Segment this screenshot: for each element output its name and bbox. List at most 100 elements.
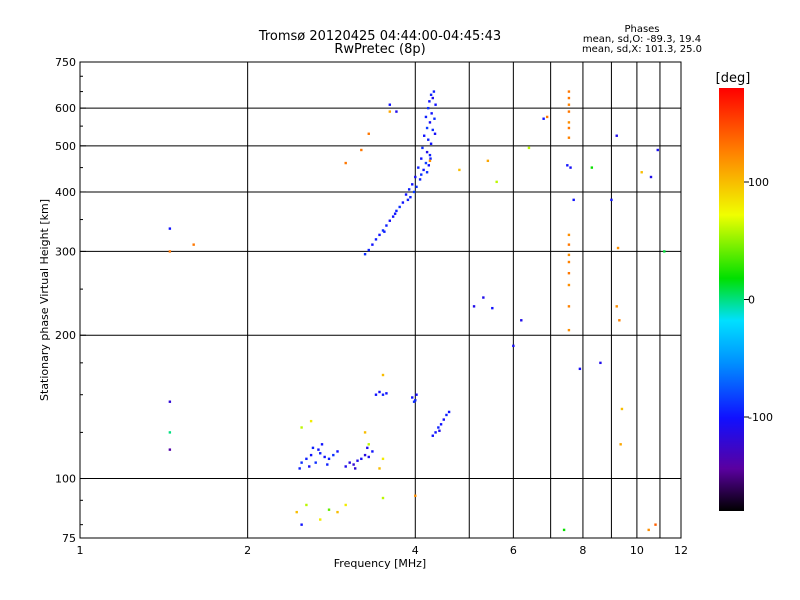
x-axis-ticks: 1 2 4 6 8 10 12 [77, 544, 689, 557]
data-point [305, 503, 308, 507]
y-tick-label: 600 [55, 102, 76, 115]
data-point [432, 90, 436, 93]
data-point [567, 283, 571, 287]
data-point [374, 393, 378, 396]
data-point [344, 503, 347, 507]
data-point [305, 457, 308, 461]
data-point [431, 434, 434, 437]
data-point [425, 150, 429, 154]
data-point [578, 367, 582, 371]
data-point [327, 457, 331, 461]
x-tick-label: 1 [77, 544, 84, 557]
data-point [427, 106, 430, 110]
data-point [388, 110, 392, 113]
data-point [572, 198, 575, 202]
data-point [314, 461, 317, 464]
data-point [472, 305, 476, 308]
data-point [567, 233, 571, 237]
data-point [300, 461, 303, 464]
data-point [378, 467, 381, 470]
data-point [363, 252, 367, 256]
x-tick-label: 6 [510, 544, 517, 557]
y-tick-label: 750 [55, 56, 76, 69]
data-point [428, 100, 431, 103]
data-point [411, 396, 414, 399]
x-tick-label: 8 [579, 544, 586, 557]
data-point [414, 494, 417, 497]
data-point [420, 157, 423, 160]
data-point [618, 319, 621, 322]
data-point [388, 219, 392, 222]
data-point [407, 188, 411, 191]
data-point [527, 146, 531, 150]
data-point [429, 142, 433, 145]
x-tick-label: 10 [630, 544, 644, 557]
y-axis-ticks: 75 100 200 300 400 500 600 750 [55, 56, 86, 545]
data-point [298, 467, 301, 470]
data-point [512, 344, 515, 348]
data-point [404, 193, 408, 196]
y-tick-label: 500 [55, 140, 76, 153]
data-point [378, 233, 381, 237]
data-point [424, 115, 428, 119]
data-point [327, 508, 331, 511]
data-point [424, 161, 428, 165]
data-point [421, 146, 424, 150]
data-point [428, 153, 432, 157]
data-point [360, 457, 363, 461]
data-point [434, 103, 437, 106]
data-point [647, 528, 650, 532]
data-point [422, 168, 425, 172]
chart-subtitle: RwPretec (8p) [334, 42, 425, 57]
data-point [309, 453, 313, 457]
data-point [344, 465, 347, 468]
y-tick-label: 400 [55, 186, 76, 199]
data-points [168, 90, 666, 532]
data-point [391, 215, 395, 218]
data-point [425, 126, 429, 130]
colorbar-tick-label: -100 [748, 411, 773, 424]
data-point [344, 161, 347, 165]
data-point [620, 407, 624, 411]
data-point [447, 410, 451, 414]
data-point [439, 423, 443, 426]
data-point [431, 96, 434, 100]
data-point [414, 399, 417, 402]
data-point [326, 463, 329, 466]
data-point [409, 195, 412, 199]
data-point [567, 272, 571, 275]
data-point [367, 132, 370, 135]
data-point [336, 510, 339, 514]
y-tick-label: 75 [62, 532, 76, 545]
data-point [367, 455, 370, 459]
data-point [562, 528, 566, 532]
x-tick-label: 12 [674, 544, 688, 557]
data-point [381, 457, 385, 461]
colorbar-tick-label: 0 [748, 294, 755, 307]
data-point [381, 393, 385, 396]
data-point [418, 178, 422, 181]
data-point [615, 305, 618, 308]
data-point [336, 450, 339, 453]
data-point [356, 459, 359, 462]
data-point [366, 446, 369, 450]
data-point [393, 212, 397, 215]
data-point [429, 157, 432, 160]
data-point [434, 431, 437, 434]
data-point [371, 243, 374, 246]
data-point [663, 250, 666, 253]
data-point [295, 510, 298, 514]
data-point [567, 126, 571, 130]
y-tick-label: 100 [55, 473, 76, 486]
data-point [442, 418, 445, 421]
data-point [381, 373, 385, 377]
data-point [415, 185, 418, 189]
data-point [567, 110, 571, 113]
data-point [412, 190, 416, 194]
x-tick-label: 4 [412, 544, 419, 557]
data-point [567, 328, 571, 332]
data-point [445, 413, 448, 417]
data-point [428, 121, 432, 124]
phases-line-x: mean, sd,X: 101.3, 25.0 [582, 44, 702, 55]
data-point [615, 134, 618, 137]
